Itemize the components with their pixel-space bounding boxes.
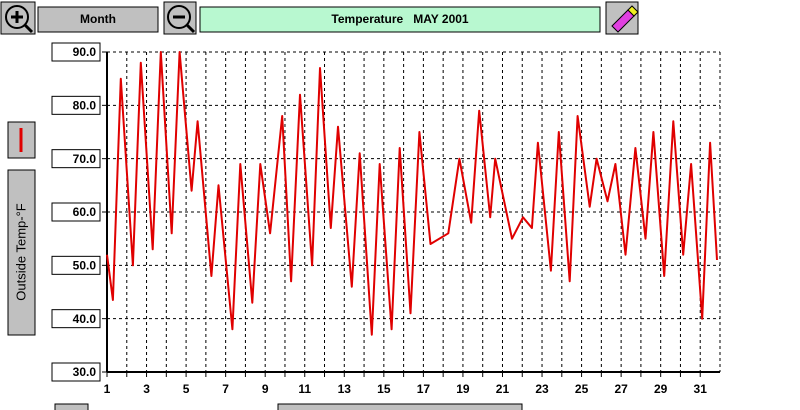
scrollbar[interactable] [277, 403, 523, 410]
x-tick-label: 3 [143, 382, 150, 396]
y-tick-box [51, 362, 101, 382]
y-tick-box [51, 255, 101, 275]
period-button[interactable]: Month [37, 6, 159, 33]
legend-button[interactable] [7, 121, 36, 159]
temperature-line [106, 51, 718, 336]
y-tick-box [51, 202, 101, 222]
x-tick-label: 29 [654, 382, 668, 396]
x-tick-label: 21 [496, 382, 510, 396]
y-tick-box [51, 42, 101, 62]
y-tick-label: 70.0 [73, 152, 97, 166]
title-box [199, 6, 601, 33]
x-tick-label: 11 [298, 382, 311, 396]
x-tick-label: 25 [575, 382, 589, 396]
axis-label-button[interactable]: Outside Temp-°F [7, 169, 36, 336]
zoom-out-button[interactable] [163, 1, 197, 35]
settings-button[interactable] [605, 1, 639, 35]
period-label: Month [80, 12, 116, 26]
y-tick-box [51, 309, 101, 329]
y-tick-label: 30.0 [73, 365, 97, 379]
x-tick-label: 7 [222, 382, 229, 396]
y-axis-label: Outside Temp-°F [13, 203, 28, 300]
x-tick-label: 1 [104, 382, 111, 396]
plot: 30.040.050.060.070.080.090.01 3 5 7 9 11 13 15 1… [51, 42, 721, 396]
x-tick-label: 13 [338, 382, 352, 396]
y-tick-label: 90.0 [73, 45, 97, 59]
x-tick-label: 27 [614, 382, 628, 396]
x-tick-label: 17 [417, 382, 431, 396]
x-tick-label: 15 [377, 382, 391, 396]
y-tick-label: 40.0 [73, 312, 97, 326]
chart-title: Temperature MAY 2001 [331, 12, 469, 26]
bottom-button[interactable] [54, 403, 89, 410]
x-tick-label: 23 [535, 382, 549, 396]
y-tick-box [51, 149, 101, 169]
x-tick-label: 19 [456, 382, 470, 396]
y-tick-label: 50.0 [73, 259, 97, 273]
y-tick-label: 80.0 [73, 99, 97, 113]
x-tick-label: 5 [183, 382, 190, 396]
x-tick-label: 9 [262, 382, 269, 396]
zoom-in-button[interactable] [0, 1, 36, 35]
y-tick-label: 60.0 [73, 205, 97, 219]
y-tick-box [51, 95, 101, 115]
x-tick-label: 31 [694, 382, 708, 396]
